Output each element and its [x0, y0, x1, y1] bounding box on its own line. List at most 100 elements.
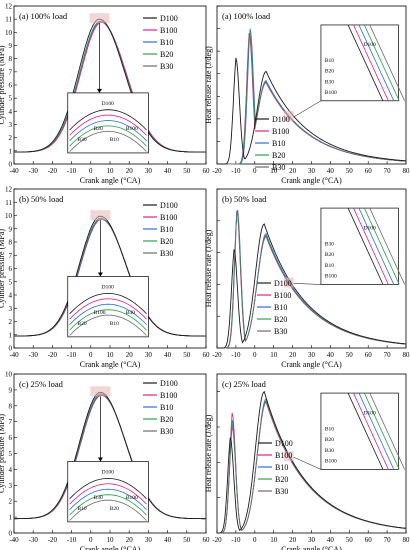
inset-line-d100	[69, 109, 147, 131]
y-tick-label: 8	[9, 402, 13, 410]
legend-label: D100	[272, 115, 290, 124]
legend-label: B30	[272, 163, 285, 172]
legend-label: B20	[160, 237, 173, 246]
inset-label: D100	[102, 470, 114, 476]
inset-line-b100	[69, 483, 147, 505]
legend-label: B20	[160, 415, 173, 424]
legend: D100 B100 B10 B20 B30	[143, 14, 178, 71]
inset-line-b100	[69, 298, 147, 320]
x-tick-label: 10	[107, 351, 115, 359]
inset-line-b10	[69, 120, 147, 142]
legend-label: B20	[272, 151, 285, 160]
y-tick-label: 10	[5, 212, 13, 220]
inset-label: B20	[325, 252, 334, 258]
legend-label: B100	[160, 213, 177, 222]
x-tick-label: 50	[346, 536, 354, 544]
x-tick-label: 60	[365, 167, 373, 175]
inset-label: B30	[325, 79, 334, 85]
legend: D100 B100 B10 B20 B30	[258, 439, 293, 496]
legend-label: D100	[275, 439, 293, 448]
inset-label: B10	[77, 506, 86, 512]
x-tick-label: 30	[308, 167, 316, 175]
y-tick-label: 8	[9, 239, 13, 247]
inset-label: B100	[325, 274, 337, 280]
panel-h100: -20 -10 0 10 20 30 40 50 60 70 80 Crank angle (°CA)…	[204, 5, 410, 185]
x-tick-label: 60	[365, 351, 373, 359]
x-tick-label: -40	[9, 536, 19, 544]
legend-label: B100	[274, 291, 291, 300]
inset-line-b30	[369, 392, 406, 470]
panel-title: (a) 100% load	[222, 11, 271, 21]
x-tick-label: 0	[253, 351, 257, 359]
x-tick-label: 50	[183, 536, 191, 544]
legend-label: D100	[160, 201, 178, 210]
inset-line-b20	[69, 125, 147, 147]
x-tick-label: 40	[164, 536, 172, 544]
x-tick-label: 30	[145, 167, 153, 175]
x-tick-label: -20	[48, 351, 58, 359]
panel-p100: -40 -30 -20 -10 0 10 20 30 40 50 60012345678910111…	[0, 3, 210, 186]
legend-label: B10	[160, 225, 173, 234]
legend-label: B20	[275, 475, 288, 484]
x-axis-label: Crank angle (°CA)	[80, 360, 141, 369]
y-tick-label: 10	[5, 29, 13, 37]
legend-label: B20	[274, 315, 287, 324]
inset-label: B10	[110, 137, 119, 143]
y-tick-label: 2	[9, 318, 13, 326]
inset-line-d100	[347, 24, 384, 101]
x-tick-label: -20	[212, 167, 222, 175]
legend: D100 B100 B10 B20 B30	[143, 201, 178, 258]
zoom-region	[89, 13, 110, 24]
inset-label: B10	[325, 58, 334, 64]
x-tick-label: 60	[203, 536, 211, 544]
inset-line-b30	[369, 207, 406, 285]
inset-label: B100	[126, 495, 138, 501]
x-tick-label: -30	[29, 536, 39, 544]
x-tick-label: 10	[270, 167, 278, 175]
x-tick-label: -20	[212, 536, 222, 544]
x-tick-label: -40	[9, 351, 19, 359]
legend-label: B100	[160, 26, 177, 35]
inset-line-b100	[353, 207, 389, 285]
x-tick-label: 80	[403, 167, 410, 175]
series-line-b30	[217, 33, 407, 165]
legend-label: B100	[272, 127, 289, 136]
x-tick-label: 70	[384, 536, 392, 544]
x-tick-label: 30	[308, 351, 316, 359]
y-tick-label: 6	[9, 434, 13, 442]
inset-label: B10	[325, 426, 334, 432]
y-axis-label: Heat release rate (J/deg)	[204, 229, 213, 307]
inset-label: B100	[325, 459, 337, 465]
x-tick-label: 20	[289, 167, 297, 175]
inset-line-d100	[347, 207, 384, 285]
y-tick-label: 4	[9, 108, 13, 116]
x-tick-label: 40	[327, 536, 335, 544]
y-tick-label: 4	[9, 466, 13, 474]
x-tick-label: 70	[384, 167, 392, 175]
y-tick-label: 6	[9, 82, 13, 90]
y-tick-label: 9	[9, 42, 13, 50]
panel-h50: -20 -10 0 10 20 30 40 50 60 70 80 Crank angle (°CA)…	[204, 188, 410, 369]
series-line-d100	[217, 390, 407, 534]
panel-h25: -20 -10 0 10 20 30 40 50 60 70 80 Crank angle (°CA)…	[204, 373, 410, 550]
legend-label: B10	[274, 303, 287, 312]
legend-label: B10	[160, 403, 173, 412]
inset-label: D100	[364, 410, 376, 416]
zoom-region	[283, 110, 294, 121]
inset-label: B20	[94, 126, 103, 132]
x-tick-label: 20	[289, 536, 297, 544]
legend-label: D100	[274, 279, 292, 288]
x-tick-label: 40	[164, 351, 172, 359]
y-tick-label: 7	[9, 418, 13, 426]
x-tick-label: -10	[231, 536, 241, 544]
y-tick-label: 5	[9, 450, 13, 458]
x-tick-label: 0	[89, 167, 93, 175]
x-tick-label: 10	[107, 167, 115, 175]
zoom-arrow-head	[96, 88, 102, 93]
y-tick-label: 9	[9, 225, 13, 233]
x-tick-label: 20	[126, 351, 134, 359]
legend-label: B10	[275, 463, 288, 472]
zoom-connector	[293, 100, 322, 118]
legend-label: B30	[160, 249, 173, 258]
